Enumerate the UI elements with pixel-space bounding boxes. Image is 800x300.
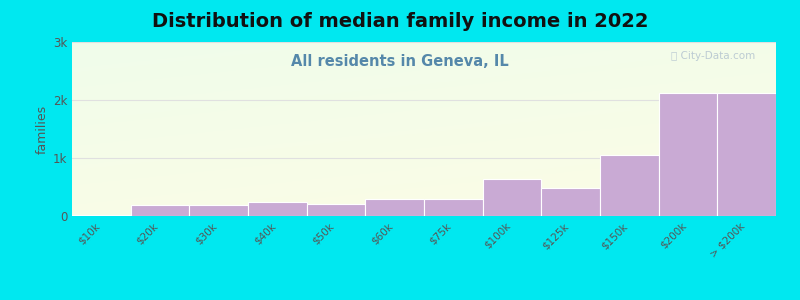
Bar (72, 215, 130, 216)
Text: Distribution of median family income in 2022: Distribution of median family income in … (152, 12, 648, 31)
Bar (190, 205, 248, 216)
Bar (424, 199, 482, 216)
Bar (130, 205, 190, 216)
Y-axis label: families: families (35, 104, 49, 154)
Text: ⓘ City-Data.com: ⓘ City-Data.com (670, 51, 755, 61)
Bar (306, 203, 366, 216)
Bar (366, 199, 424, 216)
Bar (482, 179, 542, 216)
Bar (542, 188, 600, 216)
Bar (658, 93, 718, 216)
Bar (600, 155, 658, 216)
Text: All residents in Geneva, IL: All residents in Geneva, IL (291, 54, 509, 69)
Bar (248, 202, 306, 216)
Bar (718, 93, 776, 216)
